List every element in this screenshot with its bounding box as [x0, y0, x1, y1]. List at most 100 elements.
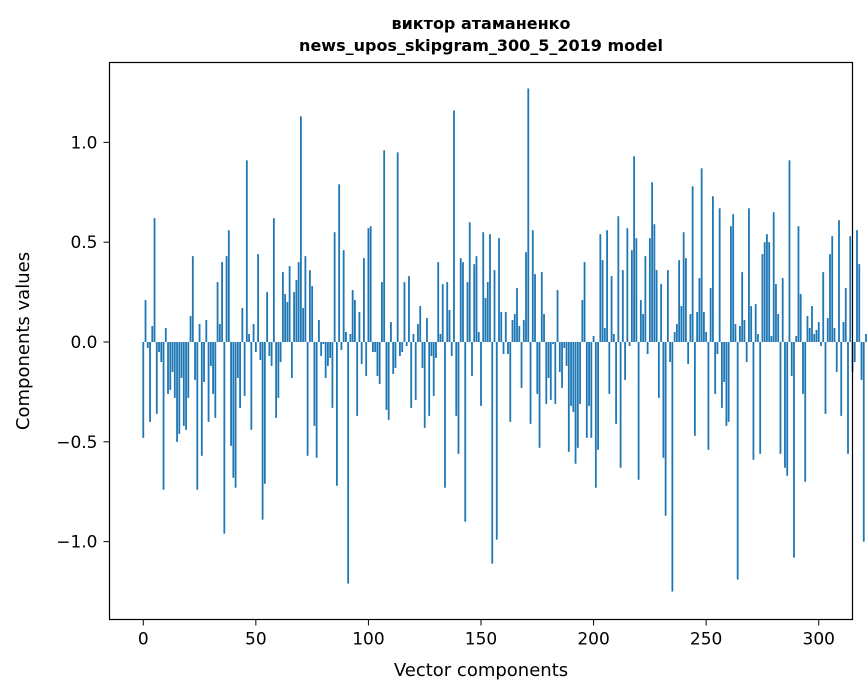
- bar: [430, 342, 433, 356]
- x-tick-label: 100: [352, 630, 384, 650]
- bar: [642, 314, 645, 342]
- bar: [558, 342, 561, 372]
- bar: [164, 328, 167, 342]
- bar: [572, 342, 575, 412]
- bar: [831, 236, 834, 342]
- bar: [790, 342, 793, 376]
- bar: [687, 342, 690, 364]
- bar: [759, 342, 762, 454]
- bar: [203, 342, 205, 382]
- bar: [561, 342, 563, 388]
- bar: [633, 156, 635, 342]
- bar: [367, 228, 370, 342]
- bar: [448, 310, 451, 342]
- bar: [453, 110, 455, 342]
- bar: [423, 342, 426, 428]
- bar: [590, 342, 593, 438]
- bar: [417, 324, 419, 342]
- bar: [599, 234, 602, 342]
- bar: [712, 196, 714, 342]
- bar: [498, 238, 500, 342]
- bar: [748, 208, 750, 342]
- bar: [815, 330, 818, 342]
- bar: [817, 322, 820, 342]
- bar: [552, 342, 554, 344]
- bar: [295, 280, 298, 342]
- bar: [403, 282, 406, 342]
- bar: [793, 342, 795, 558]
- bar: [520, 342, 523, 388]
- bar: [630, 250, 633, 342]
- bar: [567, 342, 570, 452]
- bar: [653, 224, 656, 342]
- bar: [648, 238, 651, 342]
- bar: [522, 320, 525, 342]
- bar: [534, 274, 536, 342]
- bar: [412, 334, 415, 342]
- bar: [597, 342, 599, 450]
- bar: [741, 272, 744, 342]
- bar: [281, 272, 284, 342]
- bar: [354, 300, 356, 342]
- bar: [245, 160, 248, 342]
- bar: [286, 302, 289, 342]
- bar: [356, 342, 359, 416]
- bar: [856, 230, 858, 342]
- bar: [531, 230, 534, 342]
- bar: [840, 342, 843, 416]
- bar: [543, 314, 545, 342]
- bar: [178, 342, 181, 434]
- bar: [338, 184, 341, 342]
- bar: [432, 342, 435, 396]
- bar: [495, 342, 498, 540]
- bar: [392, 342, 395, 374]
- bar: [216, 282, 219, 342]
- bar: [191, 256, 194, 342]
- bar: [707, 342, 710, 450]
- bar: [721, 342, 723, 408]
- x-tick-label: 50: [245, 630, 267, 650]
- bar: [169, 342, 172, 390]
- bar: [680, 306, 683, 342]
- bar: [358, 312, 361, 342]
- bar: [709, 288, 712, 342]
- bar: [570, 342, 572, 406]
- bar: [835, 342, 838, 372]
- bar: [574, 342, 577, 464]
- bar: [518, 326, 521, 342]
- bar: [482, 232, 485, 342]
- bar: [772, 212, 775, 342]
- bar: [435, 342, 437, 358]
- bar: [693, 342, 696, 436]
- bar: [248, 334, 250, 342]
- bar: [270, 342, 273, 366]
- bar: [212, 342, 214, 394]
- y-tick-label: −1.0: [56, 533, 97, 553]
- bar: [223, 342, 226, 534]
- bar: [261, 342, 264, 520]
- bar: [660, 284, 663, 342]
- bar: [610, 276, 613, 342]
- bar: [401, 342, 404, 352]
- bar: [272, 218, 275, 342]
- bar: [804, 342, 807, 482]
- bar: [493, 270, 496, 342]
- bar: [698, 278, 701, 342]
- bar: [320, 342, 323, 356]
- y-tick-label: −0.5: [56, 433, 97, 453]
- bar: [155, 342, 158, 414]
- bar: [509, 342, 512, 422]
- bar: [372, 342, 374, 352]
- bar: [723, 342, 726, 382]
- bar: [502, 342, 505, 354]
- bar: [504, 312, 507, 342]
- x-axis-ticks: 0 50 100 150 200 250 300: [138, 619, 835, 650]
- bar: [603, 328, 606, 342]
- bar: [691, 186, 694, 342]
- bar: [360, 342, 363, 364]
- bar: [639, 300, 642, 342]
- bar: [324, 342, 327, 378]
- bar: [766, 234, 768, 342]
- bar: [284, 294, 287, 342]
- bar: [349, 334, 352, 342]
